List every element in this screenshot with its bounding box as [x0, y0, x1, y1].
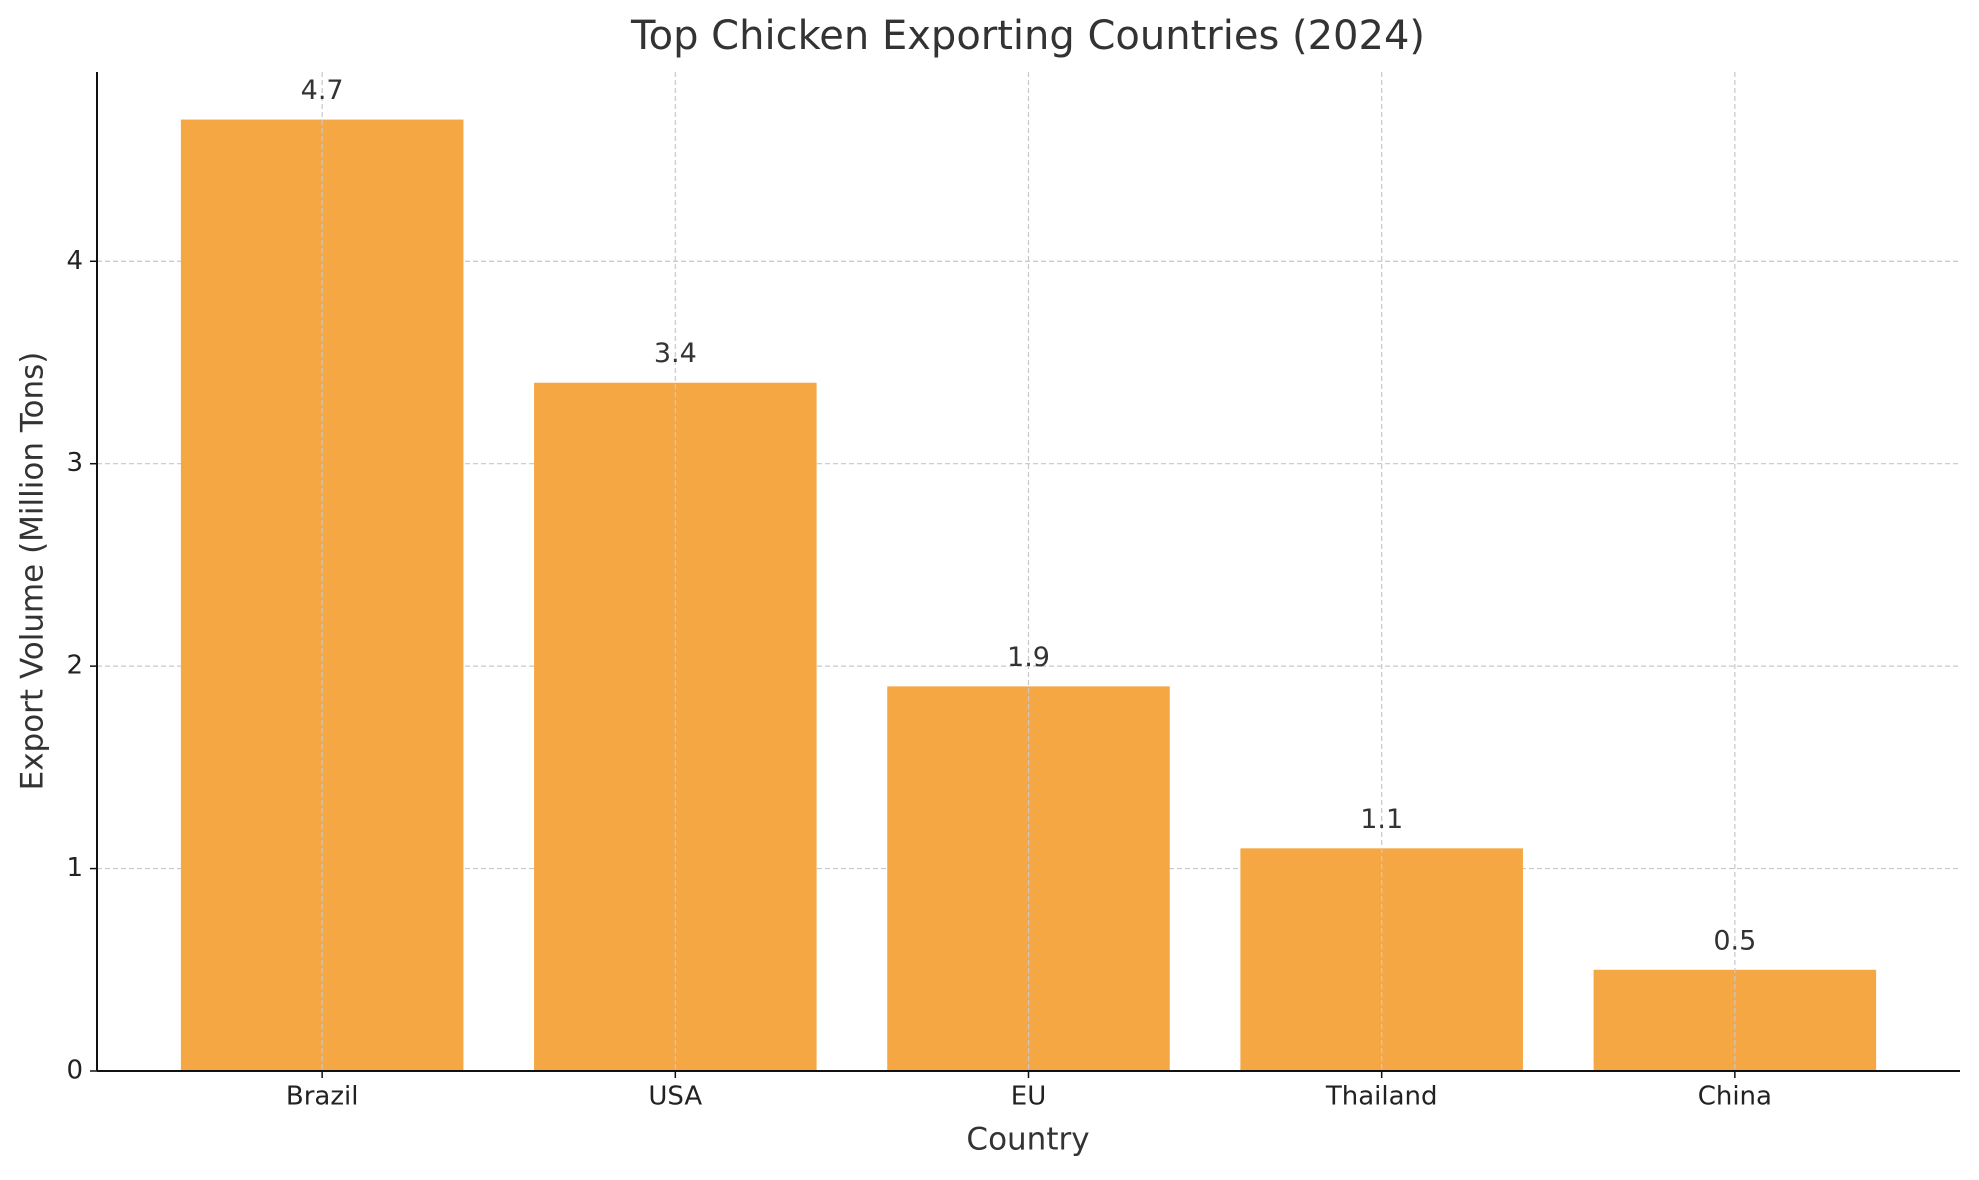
x-tick-label: EU: [1011, 1082, 1046, 1112]
y-tick-label: 3: [66, 448, 83, 478]
value-label: 0.5: [1713, 925, 1756, 956]
y-tick-label: 1: [66, 853, 83, 883]
y-tick-label: 4: [66, 246, 83, 276]
bar: [534, 382, 817, 1071]
x-tick-label: Thailand: [1325, 1082, 1438, 1112]
y-tick-label: 2: [66, 651, 83, 681]
x-tick-label: China: [1698, 1082, 1772, 1112]
y-tick-label: 0: [66, 1056, 83, 1086]
x-tick-label: Brazil: [286, 1082, 359, 1112]
bar: [887, 686, 1170, 1071]
x-tick-label: USA: [648, 1082, 702, 1112]
value-label: 1.9: [1007, 642, 1050, 673]
value-label: 4.7: [301, 75, 344, 106]
value-label: 3.4: [654, 338, 697, 369]
x-axis-label: Country: [966, 1122, 1089, 1158]
y-axis-label: Export Volume (Million Tons): [15, 352, 51, 791]
chart-title: Top Chicken Exporting Countries (2024): [630, 13, 1425, 59]
value-label: 1.1: [1360, 804, 1403, 835]
